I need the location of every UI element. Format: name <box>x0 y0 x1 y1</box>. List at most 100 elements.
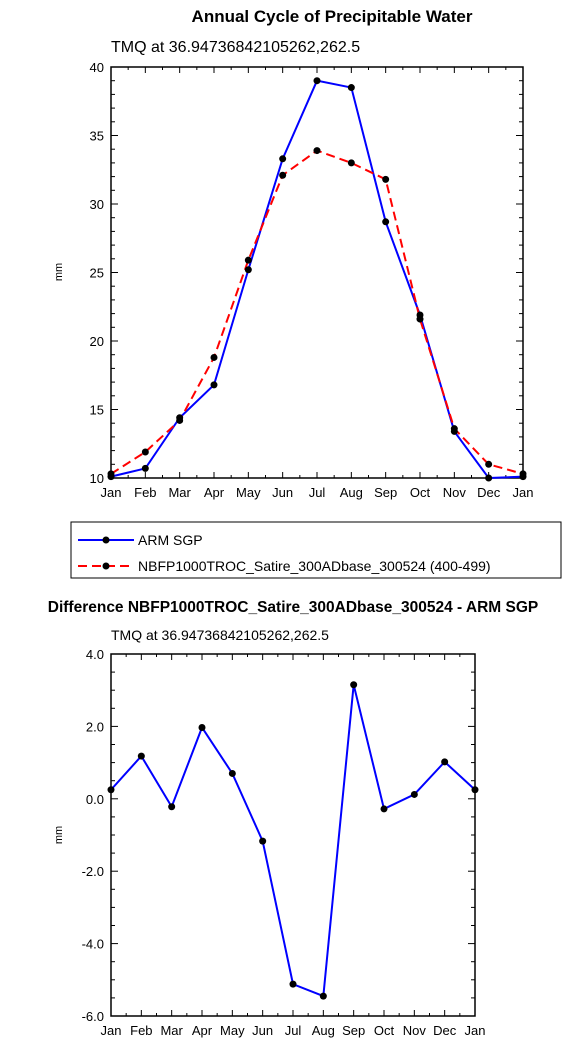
x-tick-label: May <box>220 1023 245 1038</box>
chart2-series <box>107 681 479 1000</box>
chart1-legend: ARM SGP NBFP1000TROC_Satire_300ADbase_30… <box>70 521 562 579</box>
y-tick-label: -4.0 <box>82 937 104 952</box>
series-0-point <box>228 769 236 777</box>
series-0-point <box>471 786 479 794</box>
x-tick-label: Jul <box>309 485 326 500</box>
chart1-series <box>107 77 527 482</box>
x-tick-label: Aug <box>312 1023 335 1038</box>
series-line-1 <box>110 149 524 475</box>
y-tick-label: -2.0 <box>82 864 104 879</box>
x-tick-label: Jun <box>252 1023 273 1038</box>
plot-frame <box>110 66 524 479</box>
legend-entry-model: NBFP1000TROC_Satire_300ADbase_300524 (40… <box>78 558 491 574</box>
series-1-point <box>347 159 355 167</box>
plot-frame <box>110 653 476 1017</box>
x-tick-label: Jan <box>101 1023 122 1038</box>
y-tick-label: 0.0 <box>86 792 104 807</box>
y-tick-label: 35 <box>90 129 104 144</box>
x-tick-label: Oct <box>374 1023 395 1038</box>
y-tick-label: 25 <box>90 266 104 281</box>
series-0-point <box>107 786 115 794</box>
chart1-ylabel: mm <box>53 263 65 281</box>
series-0-point <box>350 681 358 689</box>
series-1-point <box>141 448 149 456</box>
series-0-point <box>137 752 145 760</box>
chart2-title: Difference NBFP1000TROC_Satire_300ADbase… <box>48 599 538 616</box>
series-0-point <box>289 980 297 988</box>
x-tick-label: Dec <box>477 485 501 500</box>
series-0-point <box>380 805 388 813</box>
series-1-point <box>210 353 218 361</box>
series-0-point <box>313 77 321 85</box>
x-tick-label: Oct <box>410 485 431 500</box>
series-0-point <box>244 266 252 274</box>
x-tick-label: Dec <box>433 1023 457 1038</box>
legend-marker-arm-sgp <box>102 536 110 544</box>
series-0-point <box>382 218 390 226</box>
y-tick-label: 40 <box>90 60 104 75</box>
x-tick-label: Sep <box>342 1023 365 1038</box>
series-0-point <box>441 758 449 766</box>
series-0-point <box>279 155 287 163</box>
x-tick-label: Apr <box>204 485 225 500</box>
annual-cycle-chart: Annual Cycle of Precipitable Water TMQ a… <box>53 7 562 579</box>
chart2-subtitle: TMQ at 36.94736842105262,262.5 <box>111 627 329 643</box>
y-tick-label: 15 <box>90 403 104 418</box>
series-1-point <box>313 147 321 155</box>
series-0-point <box>347 84 355 92</box>
legend-box <box>70 521 562 579</box>
y-tick-label: -6.0 <box>82 1009 104 1024</box>
series-1-point <box>519 470 527 478</box>
series-0-point <box>141 464 149 472</box>
x-tick-label: May <box>236 485 261 500</box>
series-0-point <box>198 723 206 731</box>
legend-entry-arm-sgp: ARM SGP <box>78 532 203 548</box>
x-tick-label: Nov <box>403 1023 427 1038</box>
series-0-point <box>259 837 267 845</box>
series-0-point <box>210 381 218 389</box>
x-tick-label: Mar <box>168 485 191 500</box>
chart1-title: Annual Cycle of Precipitable Water <box>192 7 473 26</box>
series-1-point <box>485 460 493 468</box>
x-tick-label: Apr <box>192 1023 213 1038</box>
legend-marker-model <box>102 562 110 570</box>
series-0-point <box>410 790 418 798</box>
x-tick-label: Sep <box>374 485 397 500</box>
x-tick-label: Jul <box>285 1023 302 1038</box>
series-1-point <box>450 425 458 433</box>
difference-chart: Difference NBFP1000TROC_Satire_300ADbase… <box>48 599 538 1038</box>
x-tick-label: Feb <box>134 485 156 500</box>
series-1-point <box>244 256 252 264</box>
series-line-0 <box>110 684 476 998</box>
x-tick-label: Feb <box>130 1023 152 1038</box>
series-0-point <box>319 992 327 1000</box>
x-tick-label: Mar <box>160 1023 183 1038</box>
y-tick-label: 30 <box>90 197 104 212</box>
chart1-axes <box>110 66 524 479</box>
series-1-point <box>416 315 424 323</box>
chart2-ylabel: mm <box>53 826 65 844</box>
chart2-tick-labels: Jan Feb Mar Apr May Jun Jul Aug Sep Oct Nov Dec Jan-… <box>82 647 486 1038</box>
chart1-subtitle: TMQ at 36.94736842105262,262.5 <box>111 39 360 56</box>
legend-label-model: NBFP1000TROC_Satire_300ADbase_300524 (40… <box>138 558 491 574</box>
y-tick-label: 2.0 <box>86 719 104 734</box>
y-tick-label: 20 <box>90 334 104 349</box>
series-0-point <box>485 474 493 482</box>
x-tick-label: Nov <box>443 485 467 500</box>
x-tick-label: Jan <box>101 485 122 500</box>
x-tick-label: Jan <box>513 485 534 500</box>
series-1-point <box>107 470 115 478</box>
series-1-point <box>382 175 390 183</box>
chart2-axes <box>110 653 476 1017</box>
x-tick-label: Jan <box>465 1023 486 1038</box>
series-line-0 <box>110 79 524 480</box>
legend-label-arm-sgp: ARM SGP <box>138 532 203 548</box>
x-tick-label: Jun <box>272 485 293 500</box>
series-0-point <box>168 803 176 811</box>
x-tick-label: Aug <box>340 485 363 500</box>
series-1-point <box>279 171 287 179</box>
y-tick-label: 10 <box>90 471 104 486</box>
chart1-tick-labels: Jan Feb Mar Apr May Jun Jul Aug Sep Oct Nov Dec Jan1… <box>90 60 534 500</box>
y-tick-label: 4.0 <box>86 647 104 662</box>
